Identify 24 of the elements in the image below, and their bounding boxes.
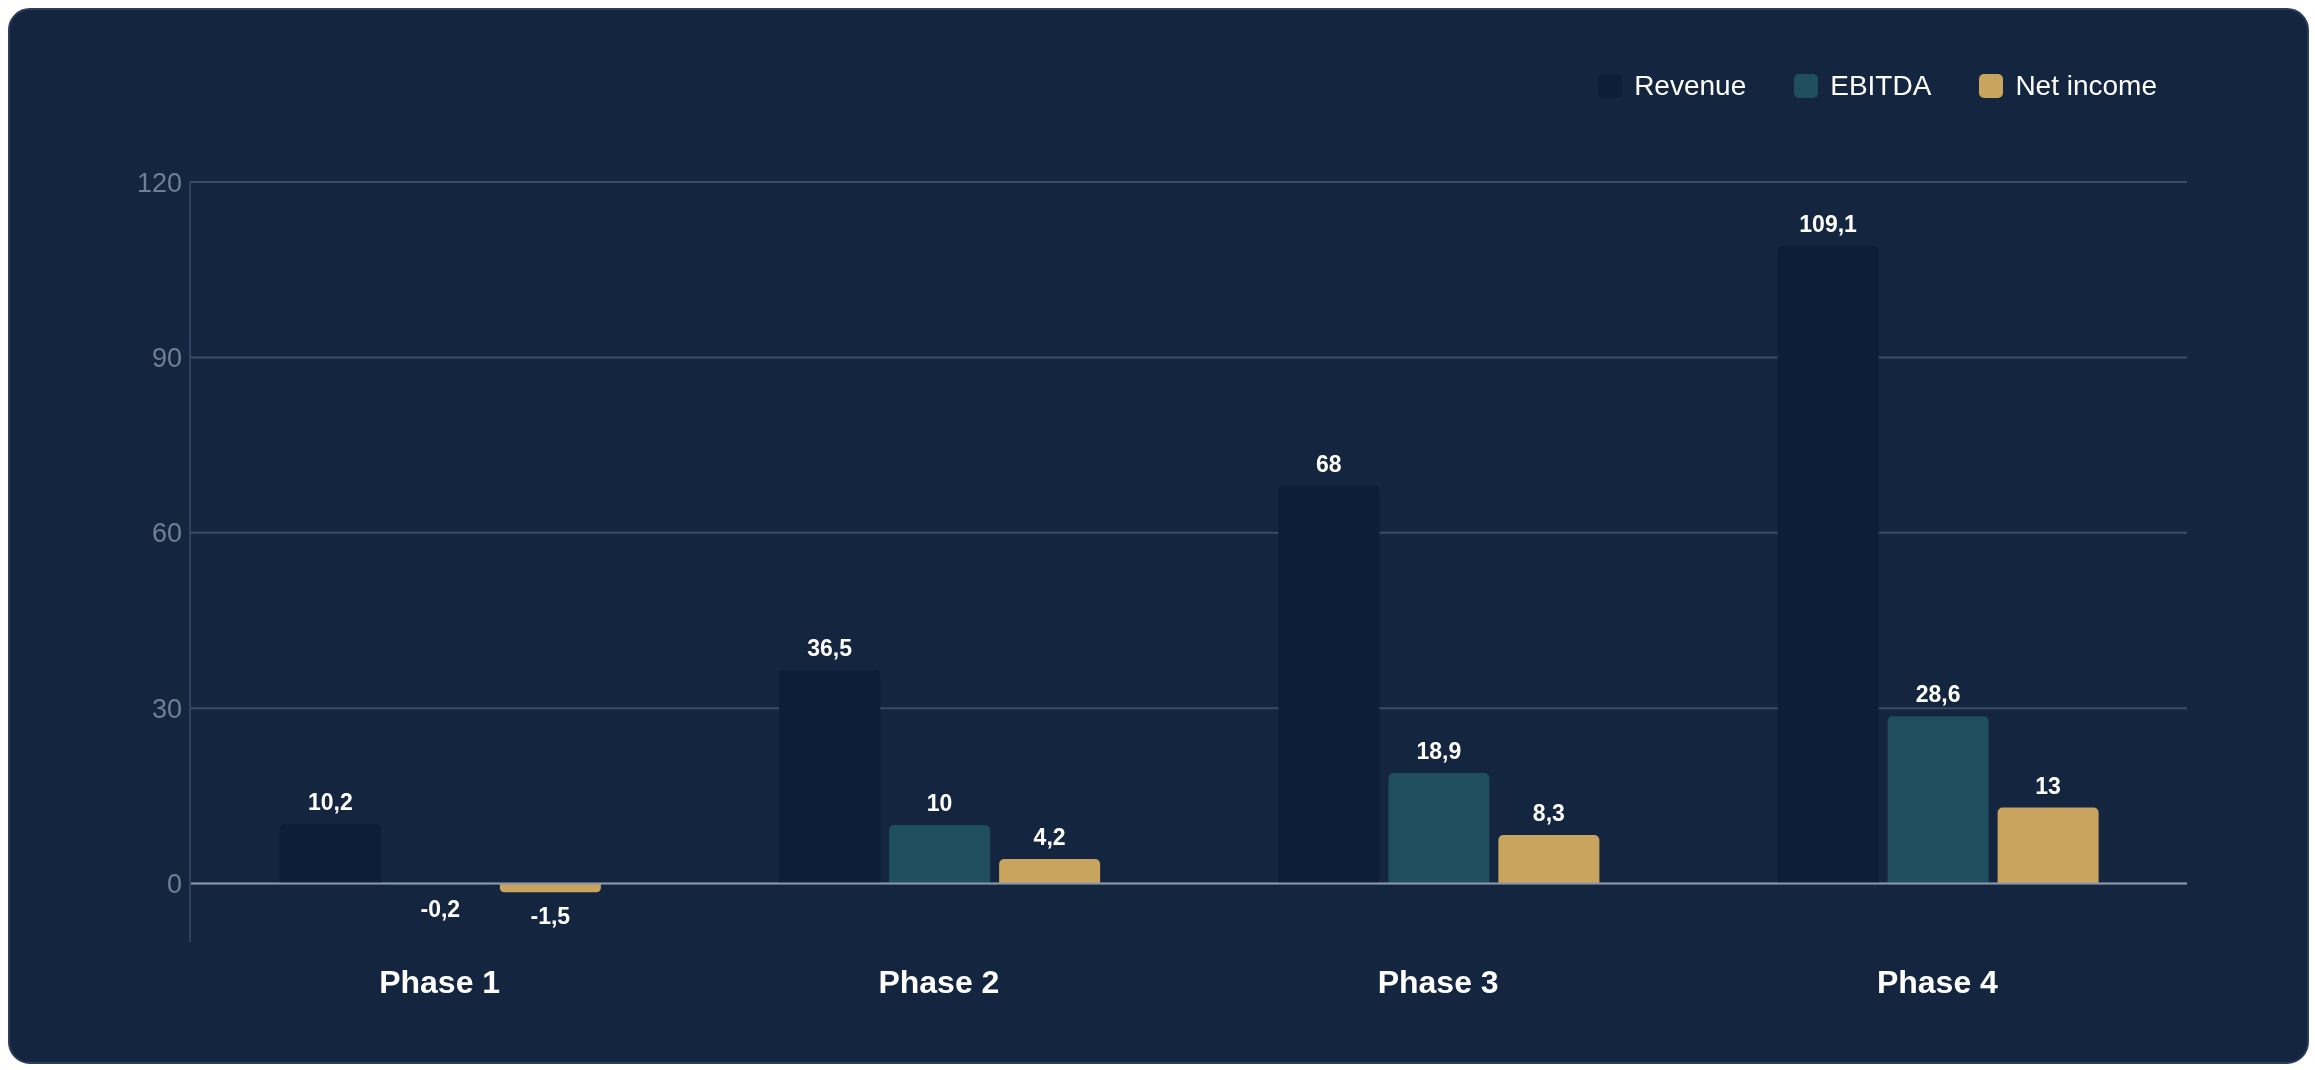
data-label: -1,5 — [530, 903, 571, 930]
data-label: 36,5 — [807, 635, 853, 662]
data-label: 4,2 — [1033, 823, 1066, 850]
legend-label: EBITDA — [1830, 70, 1932, 102]
data-label: 13 — [2035, 772, 2061, 799]
data-label: 10 — [926, 790, 953, 817]
data-label: 18,9 — [1416, 738, 1462, 765]
data-label: 10,2 — [307, 788, 353, 815]
data-label: 109,1 — [1799, 210, 1858, 237]
x-tick-label: Phase 3 — [1377, 963, 1499, 1000]
y-tick-label: 90 — [151, 342, 182, 373]
y-tick-label: 60 — [151, 518, 182, 549]
data-label: -0,2 — [420, 895, 461, 922]
x-tick-label: Phase 4 — [1876, 963, 1999, 1000]
y-tick-label: 120 — [136, 167, 182, 198]
x-tick-label: Phase 2 — [878, 963, 1000, 1000]
legend-label: Net income — [2015, 70, 2157, 102]
y-tick-label: 0 — [166, 869, 182, 900]
data-label: 8,3 — [1532, 800, 1565, 827]
data-label: 28,6 — [1915, 681, 1961, 708]
data-label: 68 — [1316, 451, 1342, 477]
legend-label: Revenue — [1634, 70, 1747, 102]
x-tick-label: Phase 1 — [379, 963, 501, 1000]
y-tick-label: 30 — [151, 693, 182, 724]
